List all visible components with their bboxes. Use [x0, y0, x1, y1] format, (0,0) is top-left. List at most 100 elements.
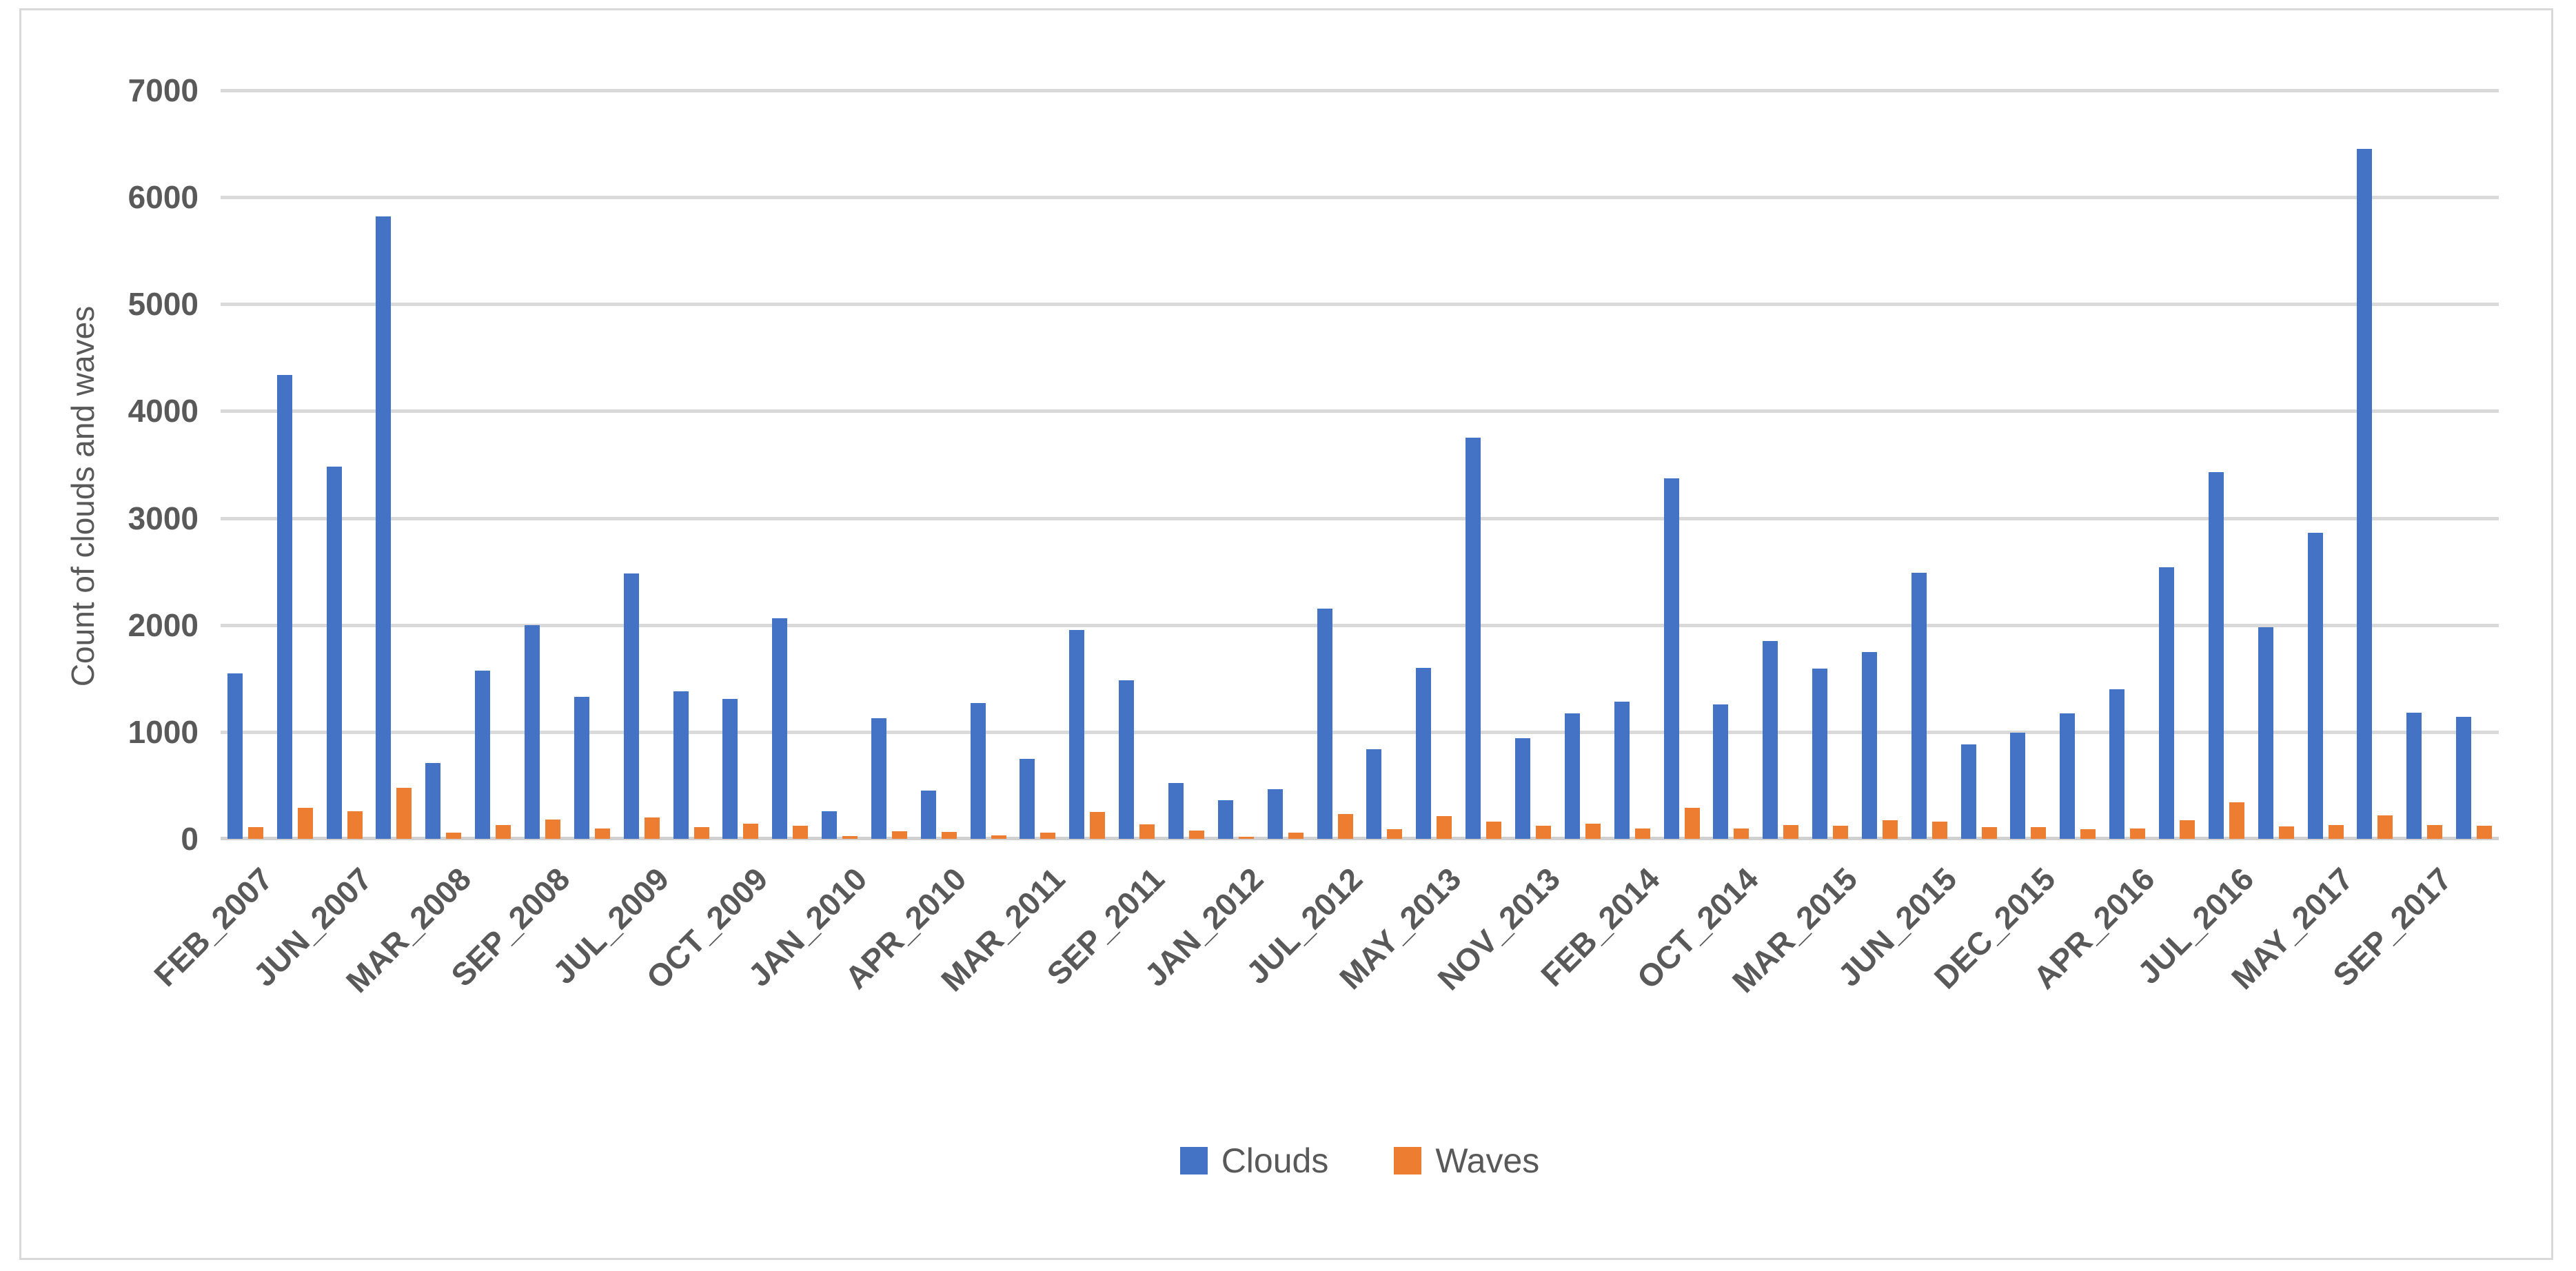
clouds-bar-1: [227, 673, 243, 839]
clouds-bar-19: [1119, 680, 1135, 839]
clouds-bar-10: [673, 691, 689, 839]
clouds-bar-23: [1317, 609, 1332, 839]
clouds-bar-16: [970, 702, 986, 839]
clouds-bar-42: [2258, 627, 2273, 839]
clouds-bar-21: [1217, 800, 1233, 839]
waves-swatch-icon: [1394, 1147, 1422, 1175]
clouds-bar-9: [623, 573, 639, 839]
waves-bar-32: [1783, 824, 1799, 839]
clouds-bar-43: [2307, 533, 2323, 839]
gridline-4000: [221, 409, 2499, 414]
y-tick-label-2000: 2000: [128, 607, 199, 643]
chart-frame: [19, 8, 2553, 1260]
waves-bar-16: [991, 835, 1006, 839]
clouds-swatch-icon: [1179, 1147, 1208, 1175]
waves-bar-5: [446, 833, 462, 839]
waves-bar-41: [2229, 802, 2244, 839]
legend-label-clouds: Clouds: [1221, 1141, 1329, 1180]
waves-bar-45: [2427, 824, 2443, 839]
y-tick-label-1000: 1000: [128, 713, 199, 750]
legend-item-clouds: Clouds: [1179, 1141, 1329, 1181]
waves-bar-38: [2080, 829, 2096, 839]
waves-bar-7: [545, 820, 560, 839]
clouds-bar-45: [2406, 712, 2422, 839]
clouds-bar-8: [574, 696, 589, 839]
clouds-bar-3: [326, 467, 342, 839]
clouds-bar-46: [2456, 717, 2472, 839]
clouds-bar-25: [1416, 667, 1432, 839]
waves-bar-46: [2477, 825, 2493, 839]
gridline-2000: [221, 623, 2499, 627]
clouds-bar-2: [276, 374, 292, 839]
waves-bar-10: [693, 826, 709, 839]
waves-bar-31: [1734, 828, 1750, 839]
waves-bar-36: [1981, 826, 1997, 839]
waves-bar-33: [1833, 825, 1849, 839]
waves-bar-39: [2130, 828, 2146, 839]
y-tick-label-4000: 4000: [128, 393, 199, 429]
clouds-bar-30: [1663, 478, 1679, 839]
clouds-bar-24: [1366, 749, 1382, 839]
clouds-bar-37: [2010, 732, 2026, 839]
waves-bar-13: [842, 836, 858, 839]
clouds-bar-44: [2357, 149, 2373, 839]
clouds-bar-22: [1267, 789, 1283, 839]
waves-bar-23: [1337, 814, 1353, 839]
clouds-bar-38: [2060, 713, 2076, 839]
waves-bar-19: [1139, 824, 1155, 839]
clouds-bar-7: [525, 624, 540, 839]
waves-bar-8: [594, 828, 610, 839]
waves-bar-2: [297, 808, 313, 839]
clouds-bar-17: [1020, 758, 1035, 839]
waves-bar-35: [1931, 822, 1947, 839]
gridline-7000: [221, 89, 2499, 92]
waves-bar-1: [247, 826, 263, 839]
clouds-bar-15: [920, 791, 936, 839]
clouds-bar-27: [1514, 738, 1530, 839]
waves-bar-25: [1437, 816, 1452, 839]
clouds-bar-34: [1861, 651, 1877, 839]
waves-bar-30: [1684, 808, 1700, 839]
waves-bar-14: [891, 831, 907, 839]
waves-bar-29: [1634, 828, 1650, 839]
y-tick-label-6000: 6000: [128, 179, 199, 216]
clouds-bar-31: [1713, 704, 1729, 839]
gridline-6000: [221, 196, 2499, 200]
waves-bar-43: [2328, 824, 2344, 839]
waves-bar-3: [347, 811, 363, 839]
waves-bar-24: [1387, 829, 1403, 839]
clouds-bar-14: [871, 718, 886, 839]
clouds-bar-33: [1812, 669, 1828, 839]
clouds-bar-35: [1911, 572, 1927, 839]
waves-bar-37: [2031, 826, 2047, 839]
clouds-bar-36: [1960, 744, 1976, 839]
clouds-bar-32: [1763, 641, 1778, 839]
x-axis-line: [221, 837, 2499, 840]
waves-bar-9: [644, 817, 660, 839]
clouds-bar-20: [1168, 783, 1184, 839]
waves-bar-18: [1090, 812, 1106, 839]
waves-bar-22: [1288, 832, 1304, 839]
waves-bar-28: [1585, 824, 1601, 839]
waves-bar-20: [1189, 830, 1205, 839]
y-tick-label-0: 0: [181, 821, 199, 857]
clouds-bar-11: [722, 698, 738, 839]
legend: Clouds Waves: [221, 1141, 2499, 1181]
waves-bar-40: [2179, 820, 2195, 839]
waves-bar-12: [793, 826, 809, 839]
clouds-bar-4: [376, 216, 392, 839]
clouds-bar-26: [1466, 438, 1481, 839]
waves-bar-6: [496, 824, 511, 839]
gridline-1000: [221, 730, 2499, 734]
clouds-bar-13: [822, 811, 838, 839]
waves-bar-44: [2377, 815, 2393, 839]
waves-bar-15: [941, 831, 957, 839]
clouds-bar-39: [2109, 689, 2125, 839]
clouds-bar-41: [2208, 471, 2224, 839]
waves-bar-26: [1486, 822, 1502, 839]
waves-bar-21: [1238, 836, 1254, 839]
clouds-bar-29: [1614, 702, 1630, 839]
clouds-bar-18: [1069, 630, 1085, 839]
gridline-5000: [221, 303, 2499, 307]
waves-bar-34: [1882, 820, 1898, 839]
